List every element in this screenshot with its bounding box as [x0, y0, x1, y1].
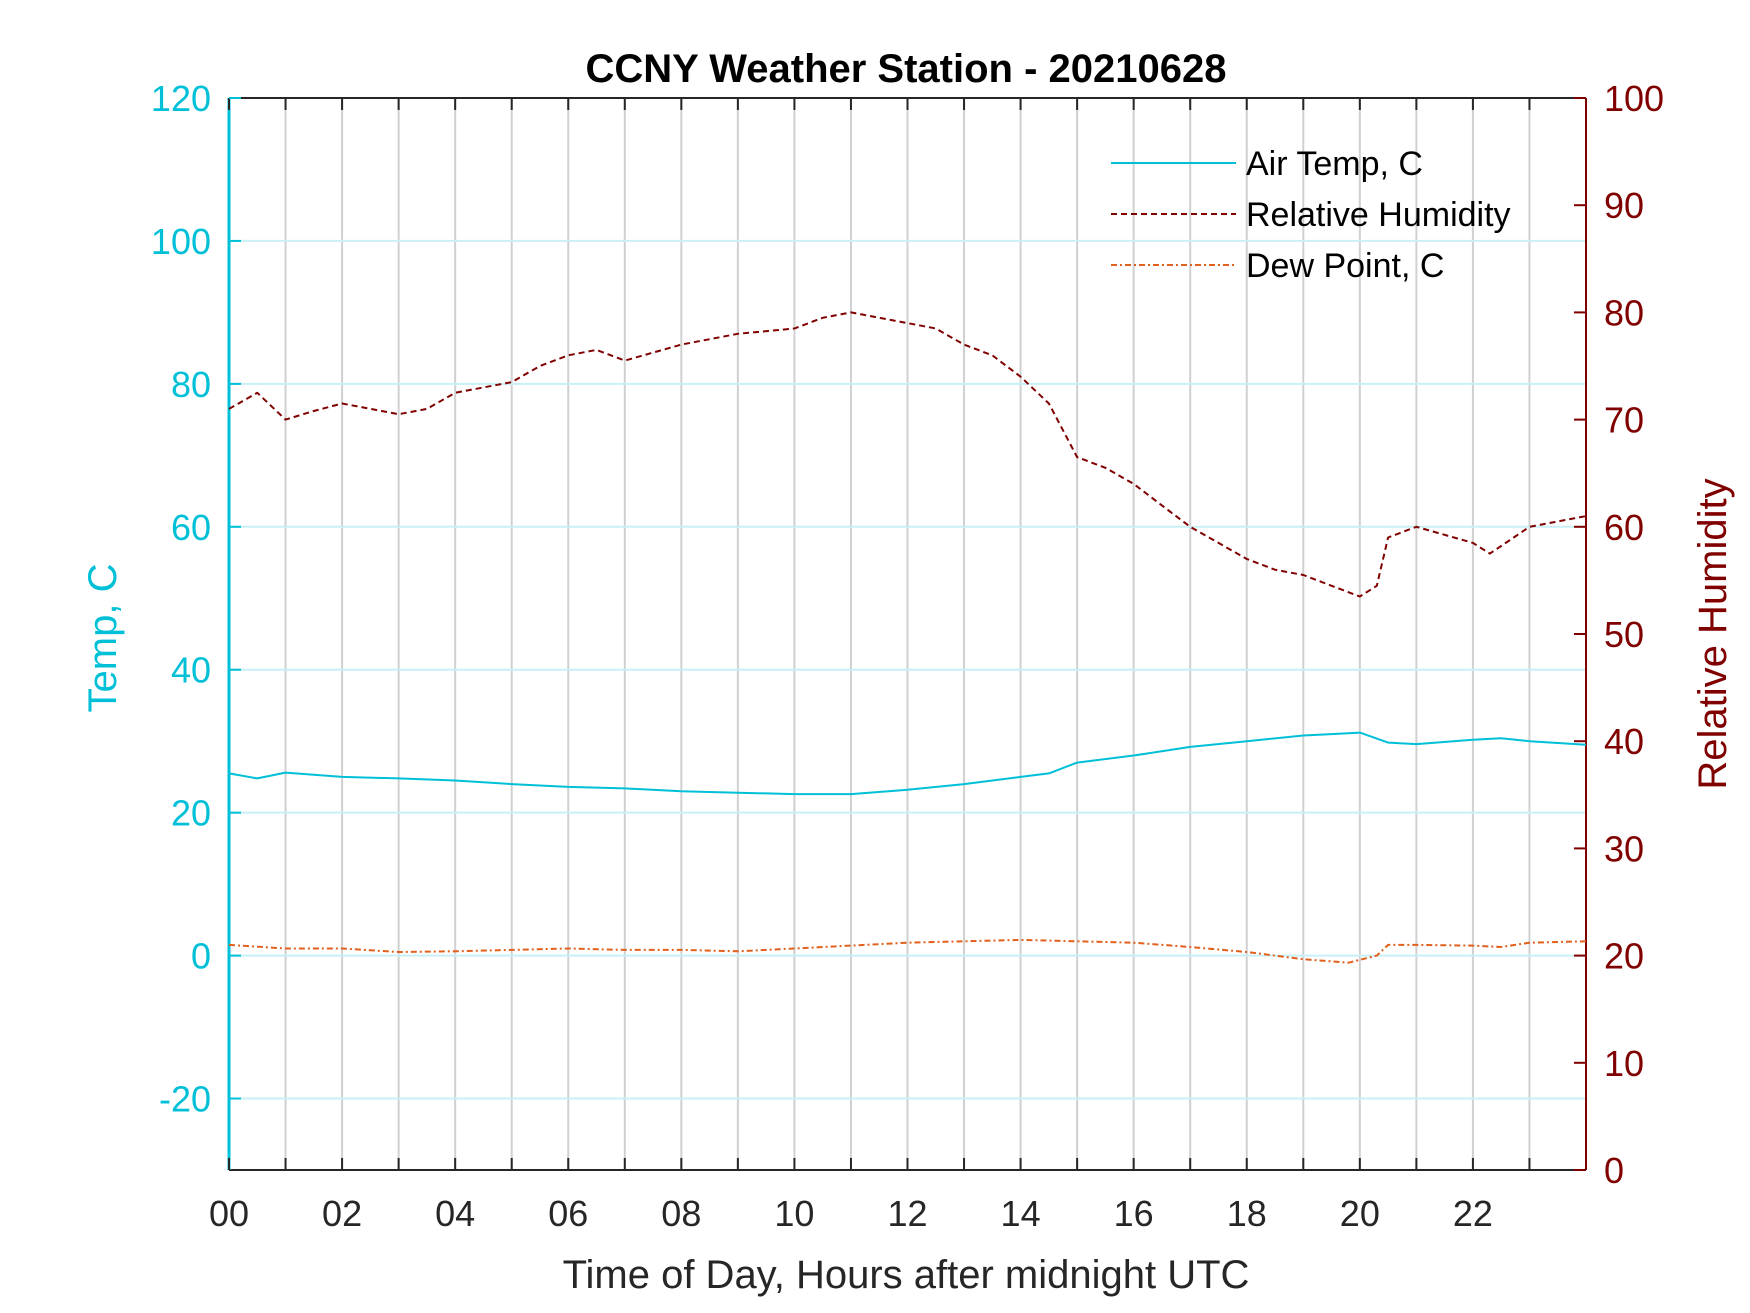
y-left-tick-label: 40 — [171, 650, 211, 691]
y-right-tick-label: 0 — [1604, 1150, 1624, 1191]
y-right-tick-label: 40 — [1604, 721, 1644, 762]
y-right-tick-label: 80 — [1604, 292, 1644, 333]
y-right-tick-label: 20 — [1604, 936, 1644, 977]
y-right-tick-label: 100 — [1604, 78, 1664, 119]
y-axis-left-label: Temp, C — [81, 564, 125, 713]
x-tick-label: 08 — [661, 1193, 701, 1234]
x-axis-label: Time of Day, Hours after midnight UTC — [563, 1253, 1250, 1297]
x-tick-label: 18 — [1227, 1193, 1267, 1234]
series-line-1 — [228, 311, 1587, 598]
y-right-tick-label: 70 — [1604, 400, 1644, 441]
x-tick-label: 04 — [435, 1193, 475, 1234]
x-tick-label: 10 — [774, 1193, 814, 1234]
plot-area: 00 02 04 06 08 10 12 14 16 18 20 22-200204060801001… — [151, 78, 1664, 1234]
y-right-tick-label: 90 — [1604, 185, 1644, 226]
y-axis-right-label: Relative Humidity — [1691, 478, 1735, 789]
x-tick-label: 22 — [1453, 1193, 1493, 1234]
y-right-tick-label: 60 — [1604, 507, 1644, 548]
y-left-tick-label: 20 — [171, 793, 211, 834]
y-right-tick-label: 10 — [1604, 1043, 1644, 1084]
y-left-tick-label: 60 — [171, 507, 211, 548]
y-right-tick-label: 50 — [1604, 614, 1644, 655]
x-tick-label: 14 — [1001, 1193, 1041, 1234]
x-tick-label: 06 — [548, 1193, 588, 1234]
legend-label-0: Air Temp, C — [1246, 145, 1423, 183]
x-tick-label: 02 — [322, 1193, 362, 1234]
chart-title: CCNY Weather Station - 20210628 — [586, 47, 1227, 91]
y-left-tick-label: 120 — [151, 78, 211, 119]
series-line-0 — [228, 731, 1587, 796]
y-left-tick-label: 0 — [191, 936, 211, 977]
series-line-2 — [228, 938, 1587, 964]
x-tick-label: 00 — [209, 1193, 249, 1234]
y-left-tick-label: 80 — [171, 364, 211, 405]
y-left-tick-label: -20 — [159, 1079, 211, 1120]
x-tick-label: 16 — [1114, 1193, 1154, 1234]
y-left-tick-label: 100 — [151, 221, 211, 262]
x-tick-label: 12 — [887, 1193, 927, 1234]
y-right-tick-label: 30 — [1604, 828, 1644, 869]
legend-label-2: Dew Point, C — [1246, 247, 1444, 285]
x-tick-label: 20 — [1340, 1193, 1380, 1234]
legend-label-1: Relative Humidity — [1246, 196, 1511, 234]
